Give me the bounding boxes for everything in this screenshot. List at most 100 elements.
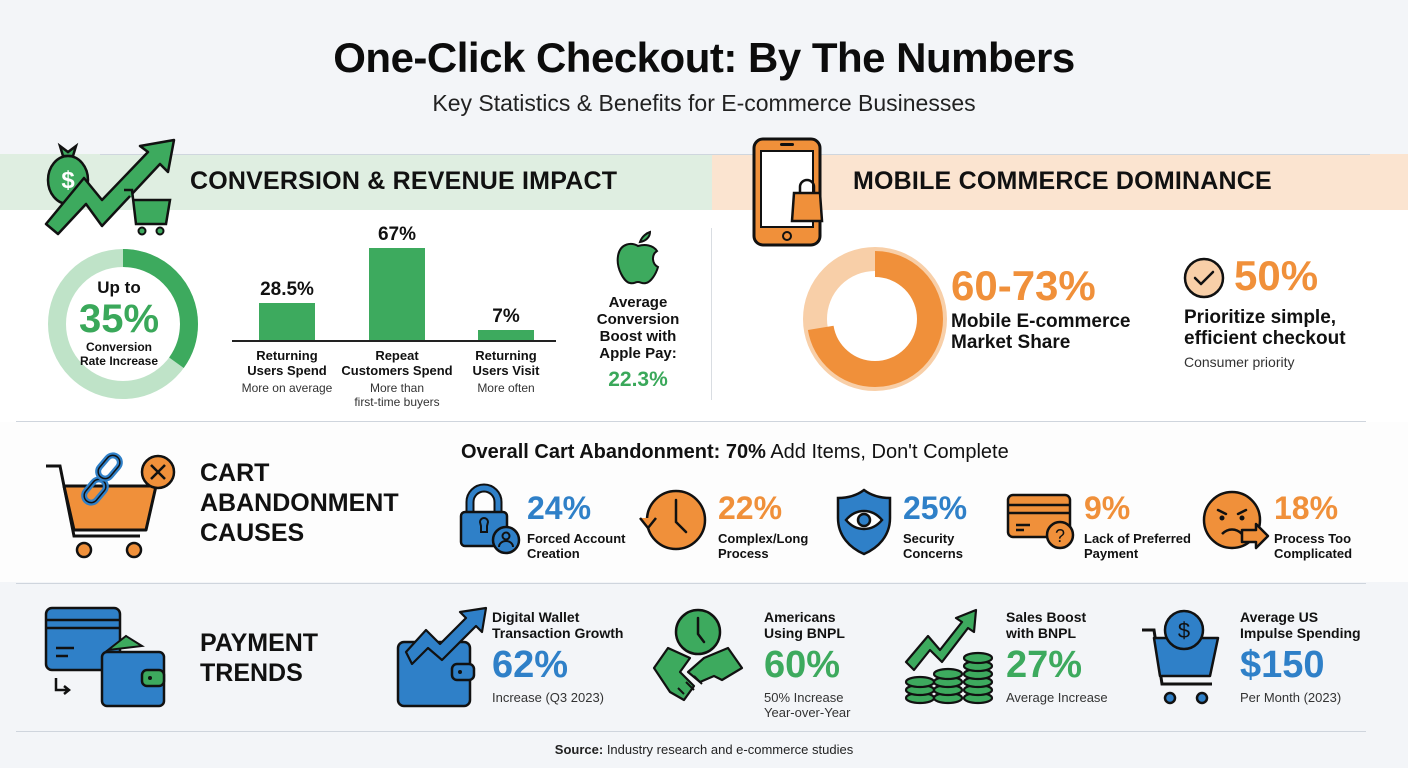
trend-label: Impulse Spending <box>1240 625 1361 641</box>
priority-sublabel: Consumer priority <box>1184 354 1295 370</box>
apple-pay-line: Average <box>608 294 668 311</box>
cause-label: Security <box>903 531 955 546</box>
cause-value: 24% <box>527 490 592 526</box>
svg-text:$: $ <box>61 167 75 194</box>
trend-sublabel: Year-over-Year <box>764 705 851 720</box>
conversion-donut <box>48 249 198 399</box>
cart-heading-line: ABANDONMENT <box>200 489 399 517</box>
clock-icon <box>639 489 707 551</box>
bar-sublabel: More than <box>369 381 425 395</box>
conversion-heading: CONVERSION & REVENUE IMPACT <box>190 167 618 195</box>
bar-label: Repeat <box>375 348 419 363</box>
apple-pay-line: Apple Pay: <box>599 345 677 362</box>
apple-pay-label: Average Conversion Boost with Apple Pay: <box>586 294 690 362</box>
trend-value: 62% <box>492 644 569 686</box>
middle-panel <box>0 422 1408 582</box>
check-circle-icon <box>1183 257 1225 299</box>
payment-heading-line: TRENDS <box>200 659 303 687</box>
apple-pay-value: 22.3% <box>608 368 668 391</box>
overall-prefix: Overall Cart Abandonment: <box>461 441 721 463</box>
shield-eye-icon <box>836 488 892 556</box>
apple-icon <box>616 230 660 285</box>
cause-value: 9% <box>1084 490 1131 526</box>
market-share-label: Mobile E-commerce <box>951 311 1131 332</box>
divider <box>100 154 1370 155</box>
overall-abandonment: Overall Cart Abandonment: 70% Add Items,… <box>461 441 1009 464</box>
source-text: Industry research and e-commerce studies <box>606 742 854 757</box>
svg-text:?: ? <box>1055 526 1065 546</box>
donut-label-line1: Conversion <box>85 340 152 354</box>
page-subtitle: Key Statistics & Benefits for E-commerce… <box>432 90 976 116</box>
trend-value: 60% <box>764 644 841 686</box>
trend-label: Digital Wallet <box>492 609 580 625</box>
cause-label: Concerns <box>903 546 963 561</box>
payment-heading-line: PAYMENT <box>200 629 319 657</box>
cart-dollar-icon: $ <box>1142 609 1220 705</box>
bar-value: 67% <box>377 224 417 245</box>
mobile-heading: MOBILE COMMERCE DOMINANCE <box>853 167 1272 195</box>
apple-pay-line: Boost with <box>599 328 677 345</box>
cause-label: Process <box>718 546 769 561</box>
bar-value: 7% <box>492 306 520 327</box>
vertical-divider <box>711 228 712 400</box>
donut-label-line2: Rate Increase <box>79 354 159 368</box>
trend-sublabel: Per Month (2023) <box>1240 690 1342 705</box>
coins-growth-icon <box>904 608 994 705</box>
cause-value: 25% <box>903 490 968 526</box>
divider <box>16 583 1366 584</box>
trend-value: 27% <box>1006 644 1083 686</box>
trend-label: with BNPL <box>1006 625 1076 641</box>
cause-label: Payment <box>1084 546 1139 561</box>
trend-label: Using BNPL <box>764 625 845 641</box>
apple-pay-line: Conversion <box>596 311 680 328</box>
bar-returning-visit <box>478 330 534 340</box>
cause-value: 18% <box>1274 490 1339 526</box>
cart-heading-line: CART <box>200 459 270 487</box>
trend-value: $150 <box>1240 644 1325 686</box>
cause-value: 22% <box>718 490 783 526</box>
market-share-label: Market Share <box>951 332 1071 353</box>
trend-label: Transaction Growth <box>492 625 624 641</box>
wallet-growth-icon <box>396 606 488 708</box>
handshake-clock-icon <box>652 608 744 702</box>
smartphone-shopping-bag-icon <box>752 137 824 247</box>
bar-sublabel: More often <box>477 381 535 395</box>
priority-label: efficient checkout <box>1184 328 1346 349</box>
bar-sublabel: first-time buyers <box>354 395 440 409</box>
money-bag-trend-cart-icon: $ <box>44 138 176 236</box>
cause-label: Process Too <box>1274 531 1352 546</box>
source-label: Source: <box>554 742 604 757</box>
upper-panel <box>0 210 1408 422</box>
bar-label: Returning <box>256 348 318 363</box>
bar-sublabel: More on average <box>241 381 333 395</box>
cause-label: Complex/Long <box>718 531 809 546</box>
card-question-icon: ? <box>1006 493 1075 550</box>
lock-user-icon <box>459 483 521 555</box>
angry-face-icon <box>1202 490 1270 550</box>
cart-heading-line: CAUSES <box>200 519 305 547</box>
source-note: Source: Industry research and e-commerce… <box>0 742 1408 757</box>
broken-cart-icon <box>46 452 176 559</box>
donut-prefix: Up to <box>97 278 141 297</box>
cause-label: Forced Account <box>527 531 626 546</box>
bar-value: 28.5% <box>260 279 314 300</box>
trend-label: Average US <box>1240 609 1319 625</box>
trend-sublabel: 50% Increase <box>764 690 844 705</box>
cart-heading: CART ABANDONMENT CAUSES <box>200 458 399 548</box>
trend-label: Sales Boost <box>1006 609 1087 625</box>
mobile-share-donut <box>803 247 947 391</box>
bar-label: Users Spend <box>247 363 327 378</box>
payment-heading: PAYMENT TRENDS <box>200 628 318 688</box>
divider <box>16 421 1366 422</box>
bar-label: Users Visit <box>472 363 540 378</box>
page-title: One-Click Checkout: By The Numbers <box>333 34 1075 81</box>
priority-label: Prioritize simple, <box>1184 307 1337 328</box>
overall-value: 70% <box>725 441 766 463</box>
trend-sublabel: Increase (Q3 2023) <box>492 690 605 705</box>
priority-value: 50% <box>1234 252 1319 299</box>
market-share-value: 60-73% <box>951 262 1096 309</box>
donut-value: 35% <box>78 297 160 341</box>
trend-sublabel: Average Increase <box>1006 690 1108 705</box>
mobile-header-band <box>712 154 1408 210</box>
svg-text:$: $ <box>1178 618 1190 643</box>
